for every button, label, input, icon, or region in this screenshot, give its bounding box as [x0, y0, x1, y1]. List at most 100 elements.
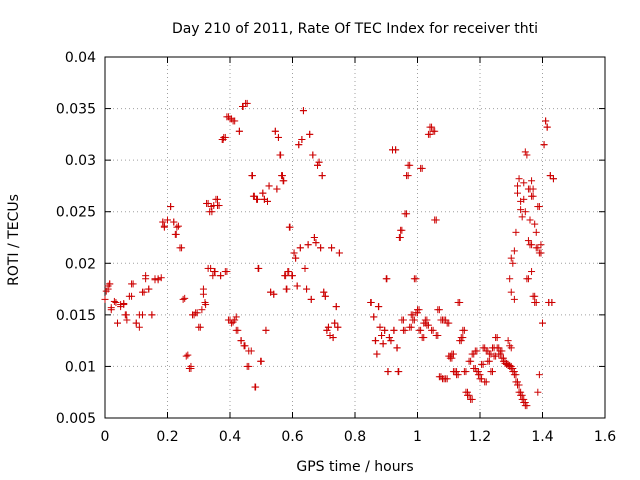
data-point	[517, 206, 525, 214]
data-point	[395, 234, 403, 241]
data-point	[293, 282, 301, 290]
data-point	[532, 228, 540, 236]
data-point	[101, 295, 109, 303]
data-point	[139, 288, 146, 296]
data-point	[132, 319, 140, 327]
data-point	[453, 371, 461, 379]
data-point	[320, 288, 328, 296]
data-point	[378, 331, 386, 339]
data-point	[384, 368, 392, 376]
data-point	[286, 223, 294, 231]
x-tick-label: 0.2	[156, 429, 178, 445]
data-point	[306, 130, 314, 138]
data-point	[484, 357, 492, 365]
data-point	[184, 351, 192, 359]
data-point	[292, 254, 300, 262]
data-point	[443, 319, 451, 327]
data-point	[531, 298, 539, 306]
axis-ticks: 0.005 0.01 0.015 0.02 0.025 0.03 0.035 0.04 0 0.2…	[56, 50, 616, 445]
data-point	[393, 344, 401, 352]
data-point	[173, 223, 181, 231]
data-point	[415, 326, 423, 334]
data-point	[255, 264, 263, 272]
data-point	[211, 268, 219, 276]
data-point	[534, 203, 542, 211]
data-point	[280, 177, 288, 185]
data-point	[446, 354, 454, 362]
data-point	[467, 395, 475, 403]
data-point	[323, 326, 331, 334]
data-point	[496, 347, 504, 355]
data-point	[247, 347, 255, 355]
data-point	[312, 239, 320, 247]
data-point	[406, 323, 414, 331]
data-point	[283, 285, 291, 293]
x-tick-label: 1.2	[469, 429, 491, 445]
data-point	[160, 222, 168, 230]
data-point	[529, 292, 537, 300]
data-point	[172, 230, 180, 238]
data-point	[135, 311, 143, 319]
data-point	[493, 344, 501, 352]
data-point	[151, 276, 159, 284]
data-point	[215, 202, 223, 210]
y-tick-label: 0.01	[65, 359, 96, 375]
data-point	[403, 172, 411, 180]
data-point	[198, 306, 206, 314]
data-point	[401, 210, 409, 218]
data-point	[208, 208, 216, 216]
data-point	[142, 272, 150, 280]
data-point	[148, 311, 156, 319]
data-point	[376, 323, 384, 331]
data-point	[520, 399, 528, 407]
data-point	[114, 319, 121, 327]
data-point	[273, 185, 281, 193]
data-point	[112, 298, 120, 306]
data-point	[515, 388, 523, 396]
grid	[105, 57, 605, 418]
data-point	[487, 368, 495, 376]
data-point	[367, 298, 375, 306]
data-point	[231, 117, 239, 125]
data-point	[454, 298, 462, 306]
data-point	[303, 285, 311, 293]
data-point	[237, 337, 245, 345]
data-point	[540, 141, 548, 149]
data-point	[510, 295, 518, 303]
data-point	[528, 177, 536, 185]
data-point	[432, 331, 440, 339]
data-point	[271, 127, 279, 135]
data-point	[507, 254, 515, 262]
data-point	[298, 136, 306, 144]
data-point	[214, 195, 221, 203]
data-point	[290, 249, 298, 257]
data-point	[517, 197, 525, 205]
data-point	[410, 275, 418, 283]
data-point	[521, 148, 529, 156]
data-point	[468, 350, 476, 358]
data-point	[464, 391, 471, 399]
data-point	[307, 295, 315, 303]
data-point	[537, 249, 545, 257]
data-point	[167, 203, 175, 211]
data-point	[217, 272, 225, 280]
data-point	[526, 216, 534, 224]
data-point	[304, 241, 312, 249]
data-point	[331, 319, 339, 327]
data-point	[509, 368, 517, 376]
data-point	[507, 364, 515, 372]
data-point	[392, 146, 400, 154]
data-point	[335, 249, 343, 257]
data-point	[512, 228, 520, 236]
data-point	[314, 161, 321, 169]
data-point	[252, 383, 260, 391]
data-point	[234, 326, 242, 334]
data-point	[429, 127, 437, 135]
data-point	[479, 344, 487, 352]
data-point	[518, 213, 526, 221]
data-point	[239, 103, 247, 111]
data-point	[457, 334, 465, 342]
data-point	[532, 244, 540, 252]
data-point	[309, 151, 317, 159]
data-point	[106, 280, 114, 288]
